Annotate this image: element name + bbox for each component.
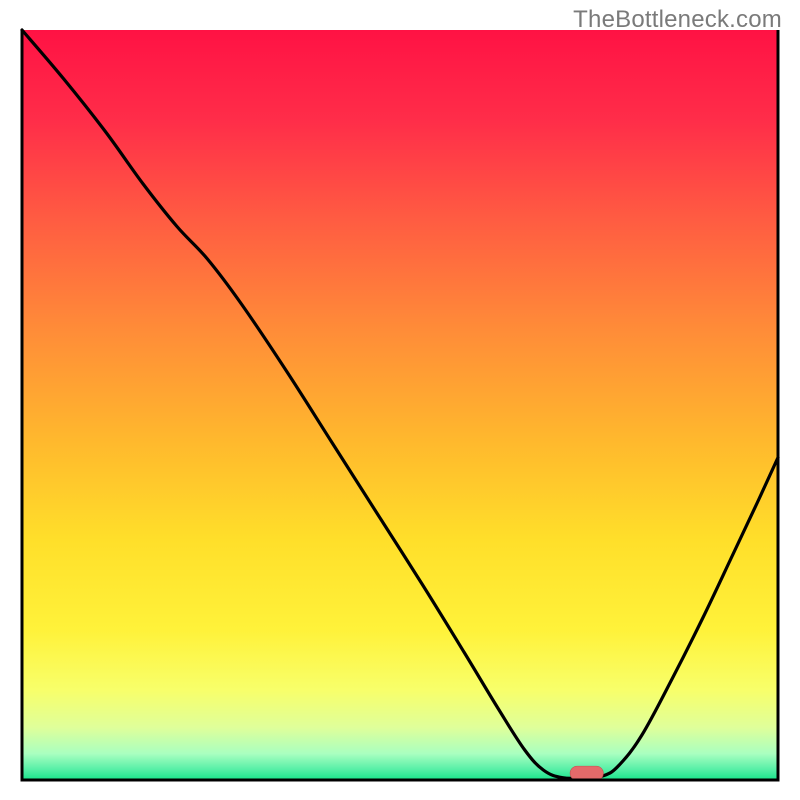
chart-frame: TheBottleneck.com [0,0,800,800]
chart-svg [0,0,800,800]
optimal-marker [570,766,603,780]
gradient-background [22,30,778,780]
watermark-text: TheBottleneck.com [573,6,782,34]
